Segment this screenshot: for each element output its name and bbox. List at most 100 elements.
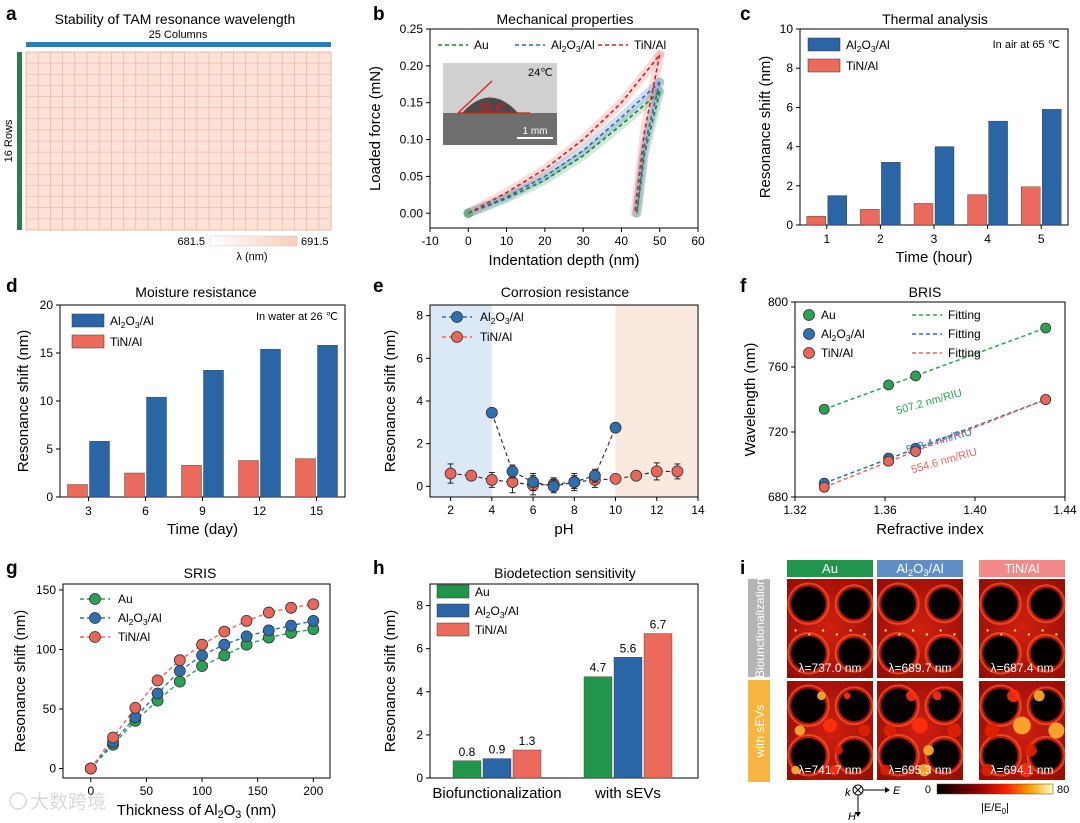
panel-letter-i: i xyxy=(740,558,745,579)
columns-bar xyxy=(26,42,331,47)
y-tick-label: 0.20 xyxy=(400,59,424,73)
chart-b-title: Mechanical properties xyxy=(497,11,634,27)
nanohole xyxy=(881,738,916,773)
panel-b: b Mechanical properties Indentation dept… xyxy=(367,4,705,269)
series-line xyxy=(467,81,661,214)
bar-value-label: 5.6 xyxy=(620,641,637,655)
x-tick-label: 5 xyxy=(1038,232,1045,246)
resonance-wavelength-label: λ=689.7 nm xyxy=(888,661,951,675)
bar xyxy=(452,760,482,779)
bar xyxy=(89,441,110,498)
legend-label: Fitting xyxy=(948,346,981,360)
extracellular-vesicle xyxy=(883,724,897,737)
y-tick-label: 0 xyxy=(49,761,56,775)
bar xyxy=(181,465,202,498)
resonance-wavelength-label: λ=695.3 nm xyxy=(888,763,951,777)
legend-swatch xyxy=(807,58,841,73)
series-line xyxy=(635,81,661,214)
x-axis-label: pH xyxy=(554,521,573,538)
bar xyxy=(295,458,316,498)
fitting-line xyxy=(823,327,1046,410)
bar xyxy=(806,215,826,226)
field-colorbar-max: 80 xyxy=(1057,784,1069,796)
panel-letter-g: g xyxy=(6,558,18,579)
y-axis-label: Loaded force (mN) xyxy=(367,66,384,191)
panel-letter-c: c xyxy=(740,4,751,25)
y-axis-label: Resonance shift (nm) xyxy=(382,610,399,753)
bar xyxy=(827,195,847,226)
bar xyxy=(482,758,512,779)
chart-c-title: Thermal analysis xyxy=(882,11,988,27)
data-point xyxy=(1040,394,1052,405)
data-point xyxy=(818,481,830,493)
y-tick-label: 4 xyxy=(416,394,423,408)
y-tick-label: 0.25 xyxy=(400,22,424,36)
x-tick-label: with sEVs xyxy=(594,785,661,802)
legend-marker xyxy=(89,631,101,643)
data-point xyxy=(129,701,142,714)
hotspot xyxy=(1041,629,1044,632)
x-tick-label: 9 xyxy=(199,504,206,518)
series-line xyxy=(90,628,314,769)
field-colorbar-min: 0 xyxy=(925,784,931,796)
bar-value-label: 4.7 xyxy=(590,661,607,675)
panel-d: d Moisture resistance Time (day) Resonanc… xyxy=(6,276,346,538)
field-ring xyxy=(834,735,874,775)
hotspot xyxy=(911,629,915,632)
y-tick-label: 20 xyxy=(40,298,54,312)
data-point xyxy=(444,467,457,480)
nanohole xyxy=(1030,588,1062,620)
axes-frame xyxy=(429,583,699,779)
nanohole xyxy=(928,588,960,620)
extracellular-vesicle xyxy=(834,746,843,755)
row-header xyxy=(748,579,770,677)
data-point xyxy=(240,614,253,627)
y-axis-label: Resonance shift (nm) xyxy=(382,330,399,473)
y-tick-label: 10 xyxy=(40,394,54,408)
hotspot xyxy=(953,633,956,636)
legend-marker xyxy=(89,612,101,624)
y-tick-label: 6 xyxy=(416,642,423,656)
bar xyxy=(881,162,901,226)
nanohole xyxy=(1030,637,1062,669)
y-tick-label: 8 xyxy=(416,309,423,323)
legend-swatch xyxy=(71,334,105,349)
data-point xyxy=(262,624,275,637)
legend-label: Fitting xyxy=(948,327,981,341)
legend-label: TiN/Al xyxy=(634,38,666,52)
nanohole xyxy=(1030,739,1062,771)
legend-swatch xyxy=(71,313,105,328)
chart-d-annotation: In water at 26 ℃ xyxy=(256,311,338,323)
bar xyxy=(613,657,643,779)
x-tick-label: 50 xyxy=(653,234,667,248)
y-tick-label: 4 xyxy=(416,685,423,699)
panel-letter-e: e xyxy=(373,276,384,297)
data-point xyxy=(173,664,186,677)
nanohole xyxy=(928,637,960,669)
bar xyxy=(934,146,955,226)
y-tick-label: 8 xyxy=(416,599,423,613)
y-axis-label: Resonance shift (nm) xyxy=(757,56,774,199)
data-point xyxy=(527,476,539,488)
x-tick-label: 200 xyxy=(303,784,323,798)
bar xyxy=(512,749,542,779)
y-tick-label: 10 xyxy=(780,22,794,36)
hotspot xyxy=(898,633,901,636)
x-tick-label: 6 xyxy=(530,503,537,517)
bar-value-label: 0.8 xyxy=(459,745,476,759)
field-ring xyxy=(787,632,830,675)
watermark-logo-icon xyxy=(9,792,27,810)
nanohole xyxy=(838,637,870,669)
data-point xyxy=(818,403,830,415)
bar xyxy=(1041,109,1062,226)
legend-label: Au xyxy=(821,308,836,322)
extracellular-vesicle xyxy=(843,692,851,700)
extracellular-vesicle xyxy=(791,765,800,775)
legend-label: Al2O3/Al xyxy=(821,327,865,343)
legend-marker xyxy=(803,309,815,321)
legend-swatch xyxy=(436,622,470,637)
data-point xyxy=(589,469,601,482)
chart-f-plot: Refractive index Wavelength (nm) 680 720 760… xyxy=(742,295,1077,538)
y-tick-label: 2 xyxy=(416,437,423,451)
field-ring xyxy=(834,686,874,726)
